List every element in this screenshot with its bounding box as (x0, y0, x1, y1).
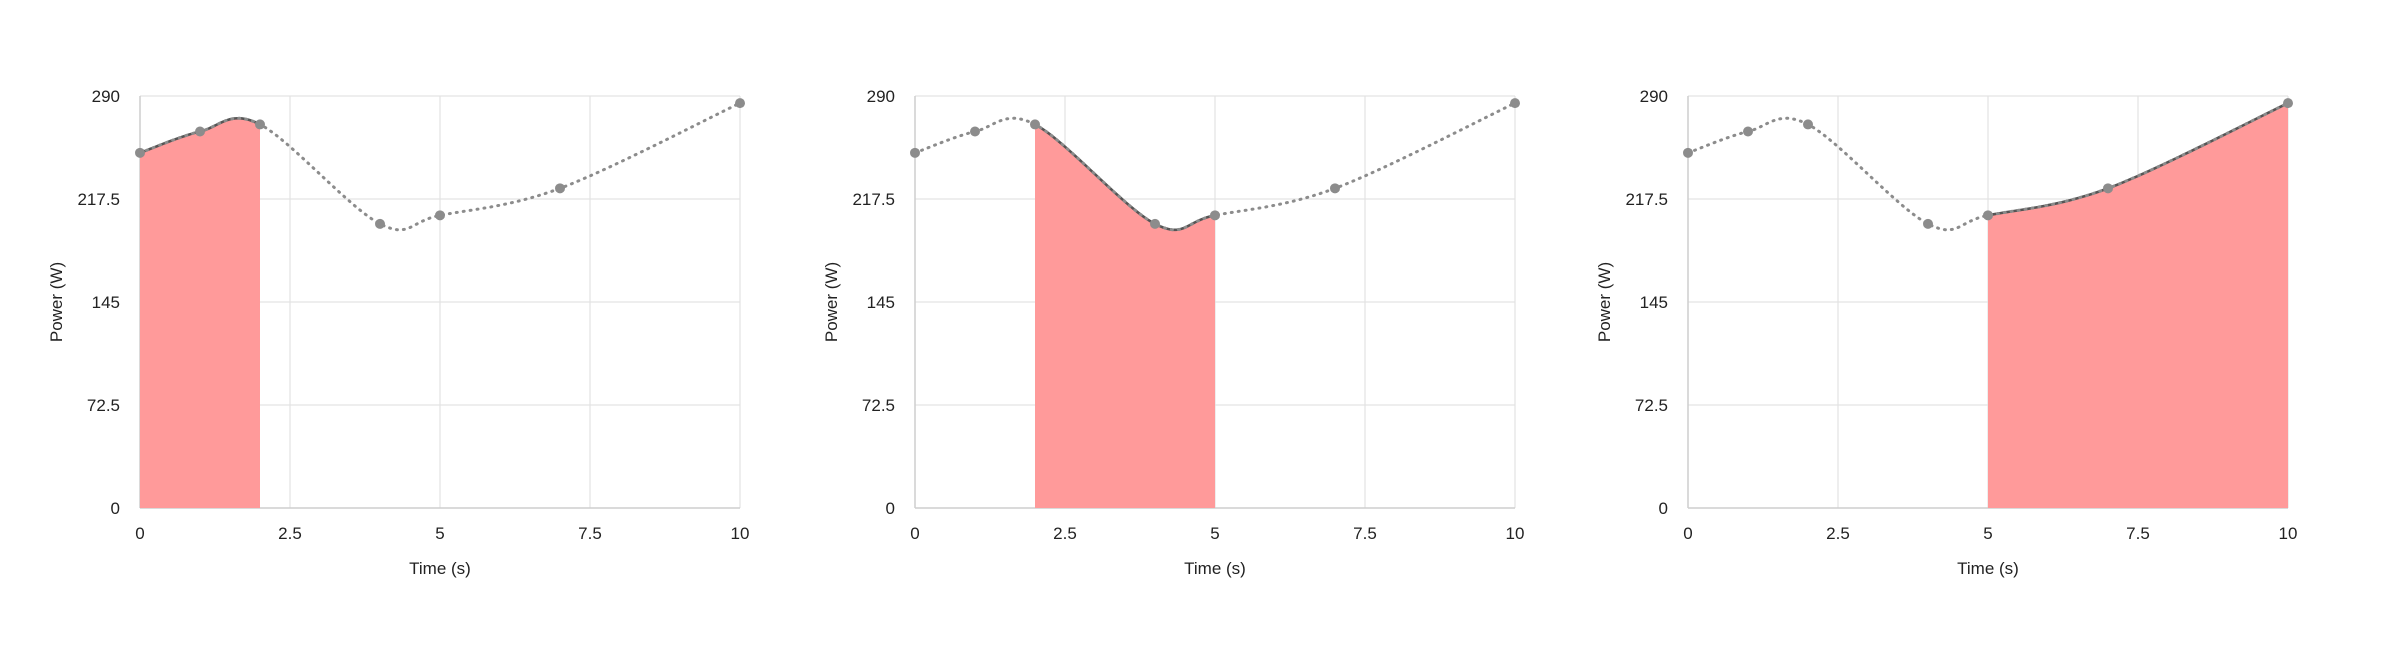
data-point (135, 147, 145, 158)
x-tick-label: 10 (1506, 524, 1525, 543)
x-tick-label: 7.5 (1353, 524, 1377, 543)
y-tick-label: 217.5 (77, 190, 120, 209)
y-tick-label: 0 (886, 499, 895, 518)
x-tick-label: 10 (2279, 524, 2298, 543)
y-axis-title: Power (W) (47, 262, 66, 342)
y-tick-label: 145 (867, 293, 895, 312)
x-tick-label: 7.5 (578, 524, 602, 543)
y-tick-label: 0 (111, 499, 120, 518)
y-tick-label: 72.5 (1635, 396, 1668, 415)
data-point (1683, 147, 1693, 158)
x-tick-label: 5 (1210, 524, 1219, 543)
data-point (375, 218, 385, 229)
x-tick-label: 2.5 (1826, 524, 1850, 543)
data-point (195, 126, 205, 137)
highlight-area (1988, 103, 2288, 508)
chart-panel-1: 0 72.5 145 217.5 290 0 2.5 5 7.5 10 Time (s) Power … (47, 87, 749, 578)
chart-panel-2: 0 72.5 145 217.5 290 0 2.5 5 7.5 10 Time (s) Power … (822, 87, 1524, 578)
y-tick-label: 290 (867, 87, 895, 106)
y-tick-label: 145 (92, 293, 120, 312)
y-tick-label: 290 (92, 87, 120, 106)
x-tick-label: 10 (731, 524, 750, 543)
y-tick-label: 0 (1659, 499, 1668, 518)
y-tick-label: 290 (1640, 87, 1668, 106)
data-point (1743, 126, 1753, 137)
x-tick-label: 0 (135, 524, 144, 543)
x-tick-label: 7.5 (2126, 524, 2150, 543)
data-point (1030, 119, 1040, 130)
data-point (735, 98, 745, 109)
highlight-area (1035, 124, 1215, 508)
chart-panel-3: 0 72.5 145 217.5 290 0 2.5 5 7.5 10 Time (s) Power … (1595, 87, 2297, 578)
data-point (1923, 218, 1933, 229)
y-axis-title: Power (W) (1595, 262, 1614, 342)
data-point (1510, 98, 1520, 109)
data-point (910, 147, 920, 158)
data-point (2283, 98, 2293, 109)
data-point (1983, 210, 1993, 221)
x-tick-label: 0 (910, 524, 919, 543)
highlight-area (140, 118, 260, 509)
y-tick-label: 145 (1640, 293, 1668, 312)
data-point (1210, 210, 1220, 221)
data-point (255, 119, 265, 130)
data-point (435, 210, 445, 221)
data-point (1150, 218, 1160, 229)
x-axis-title: Time (s) (409, 559, 471, 578)
data-point (1330, 183, 1340, 194)
x-tick-label: 2.5 (278, 524, 302, 543)
y-tick-label: 217.5 (852, 190, 895, 209)
y-axis-title: Power (W) (822, 262, 841, 342)
x-tick-label: 5 (1983, 524, 1992, 543)
data-point (1803, 119, 1813, 130)
x-tick-label: 0 (1683, 524, 1692, 543)
y-tick-label: 72.5 (87, 396, 120, 415)
x-tick-label: 2.5 (1053, 524, 1077, 543)
x-axis-title: Time (s) (1957, 559, 2019, 578)
x-axis-title: Time (s) (1184, 559, 1246, 578)
y-tick-label: 72.5 (862, 396, 895, 415)
data-point (2103, 183, 2113, 194)
x-tick-label: 5 (435, 524, 444, 543)
data-point (555, 183, 565, 194)
data-point (970, 126, 980, 137)
y-tick-label: 217.5 (1625, 190, 1668, 209)
